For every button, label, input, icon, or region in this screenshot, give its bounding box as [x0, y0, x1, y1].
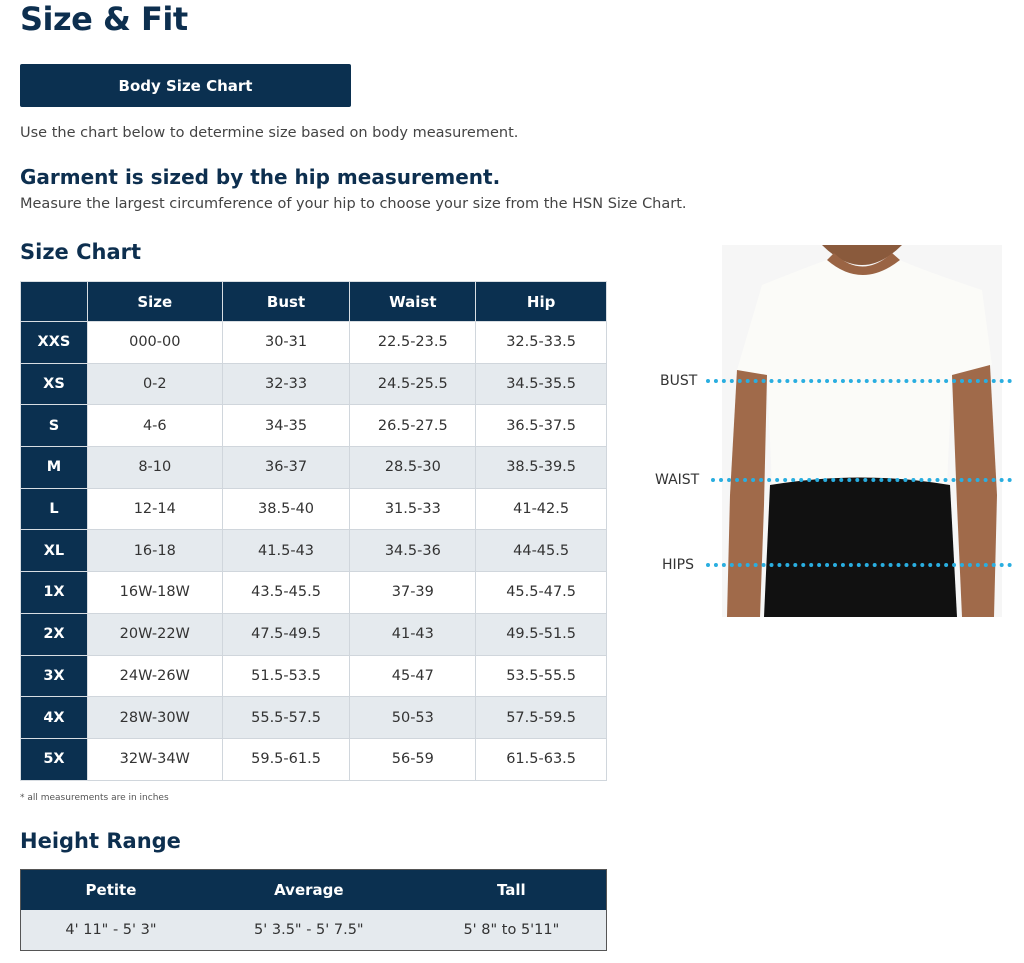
height-range-heading: Height Range	[20, 829, 181, 853]
size-label-cell: XS	[20, 362, 88, 406]
table-row: 2X 20W-22W 47.5-49.5 41-43 49.5-51.5	[20, 612, 607, 656]
height-range-table: Petite Average Tall 4' 11" - 5' 3" 5' 3.…	[20, 869, 607, 951]
bust-cell: 41.5-43	[221, 529, 351, 573]
waist-cell: 34.5-36	[349, 529, 477, 573]
table-row: M 8-10 36-37 28.5-30 38.5-39.5	[20, 446, 607, 489]
table-row: 3X 24W-26W 51.5-53.5 45-47 53.5-55.5	[20, 654, 607, 698]
table-row: XL 16-18 41.5-43 34.5-36 44-45.5	[20, 529, 607, 573]
hip-cell: 44-45.5	[475, 529, 607, 573]
column-header-blank	[20, 281, 88, 322]
bust-cell: 32-33	[221, 362, 351, 406]
size-cell: 24W-26W	[86, 654, 223, 698]
table-row: 1X 16W-18W 43.5-45.5 37-39 45.5-47.5	[20, 571, 607, 614]
bust-cell: 43.5-45.5	[221, 571, 351, 614]
size-cell: 12-14	[86, 487, 223, 531]
table-row: XS 0-2 32-33 24.5-25.5 34.5-35.5	[20, 362, 607, 406]
bust-cell: 51.5-53.5	[221, 654, 351, 698]
size-cell: 32W-34W	[86, 737, 223, 781]
hip-cell: 45.5-47.5	[475, 571, 607, 614]
waist-cell: 50-53	[349, 696, 477, 739]
column-header-waist: Waist	[349, 281, 477, 322]
size-cell: 16-18	[86, 529, 223, 573]
bust-cell: 47.5-49.5	[221, 612, 351, 656]
garment-text: Measure the largest circumference of you…	[20, 196, 687, 212]
waist-cell: 37-39	[349, 571, 477, 614]
header-petite: Petite	[20, 869, 201, 910]
waist-cell: 22.5-23.5	[349, 321, 477, 364]
size-cell: 4-6	[86, 404, 223, 448]
bust-cell: 36-37	[221, 446, 351, 489]
size-label-cell: 4X	[20, 696, 88, 739]
size-chart-heading: Size Chart	[20, 240, 142, 264]
table-row: 5X 32W-34W 59.5-61.5 56-59 61.5-63.5	[20, 737, 607, 781]
waist-label: WAIST	[655, 472, 700, 488]
hip-cell: 32.5-33.5	[475, 321, 607, 364]
size-label-cell: 3X	[20, 654, 88, 698]
bust-cell: 59.5-61.5	[221, 737, 351, 781]
model-figure-image	[722, 245, 1002, 617]
garment-heading: Garment is sized by the hip measurement.	[20, 165, 501, 189]
waist-cell: 28.5-30	[349, 446, 477, 489]
bust-cell: 30-31	[221, 321, 351, 364]
measurement-note: * all measurements are in inches	[20, 793, 169, 803]
bust-cell: 38.5-40	[221, 487, 351, 531]
column-header-size: Size	[86, 281, 223, 322]
waist-line	[711, 478, 1012, 482]
hip-cell: 57.5-59.5	[475, 696, 607, 739]
size-cell: 28W-30W	[86, 696, 223, 739]
hips-label: HIPS	[662, 557, 694, 573]
waist-cell: 24.5-25.5	[349, 362, 477, 406]
table-row: S 4-6 34-35 26.5-27.5 36.5-37.5	[20, 404, 607, 448]
body-size-chart-button[interactable]: Body Size Chart	[20, 64, 351, 107]
size-cell: 000-00	[86, 321, 223, 364]
bust-cell: 55.5-57.5	[221, 696, 351, 739]
bust-cell: 34-35	[221, 404, 351, 448]
intro-text: Use the chart below to determine size ba…	[20, 125, 519, 141]
hip-cell: 49.5-51.5	[475, 612, 607, 656]
size-label-cell: 1X	[20, 571, 88, 614]
size-label-cell: 5X	[20, 737, 88, 781]
bust-label: BUST	[660, 373, 698, 389]
tall-value: 5' 8" to 5'11"	[463, 921, 560, 938]
hip-cell: 41-42.5	[475, 487, 607, 531]
header-average: Average	[200, 869, 417, 910]
waist-cell: 56-59	[349, 737, 477, 781]
size-label-cell: L	[20, 487, 88, 531]
table-row: L 12-14 38.5-40 31.5-33 41-42.5	[20, 487, 607, 531]
size-cell: 0-2	[86, 362, 223, 406]
table-row: XXS 000-00 30-31 22.5-23.5 32.5-33.5	[20, 321, 607, 364]
size-chart-table: Size Bust Waist Hip XXS 000-00 30-31 22.5-23.5…	[20, 281, 607, 781]
petite-value: 4' 11" - 5' 3"	[65, 921, 157, 938]
hip-cell: 34.5-35.5	[475, 362, 607, 406]
page-title: Size & Fit	[20, 0, 188, 38]
hip-cell: 53.5-55.5	[475, 654, 607, 698]
column-header-hip: Hip	[475, 281, 607, 322]
hips-line	[706, 563, 1012, 567]
bust-line	[706, 379, 1012, 383]
hip-cell: 36.5-37.5	[475, 404, 607, 448]
header-tall: Tall	[416, 869, 607, 910]
hip-cell: 61.5-63.5	[475, 737, 607, 781]
size-cell: 16W-18W	[86, 571, 223, 614]
size-cell: 20W-22W	[86, 612, 223, 656]
waist-cell: 41-43	[349, 612, 477, 656]
column-header-bust: Bust	[221, 281, 351, 322]
size-cell: 8-10	[86, 446, 223, 489]
waist-cell: 45-47	[349, 654, 477, 698]
hip-cell: 38.5-39.5	[475, 446, 607, 489]
average-value: 5' 3.5" - 5' 7.5"	[254, 921, 364, 938]
table-row: 4X 28W-30W 55.5-57.5 50-53 57.5-59.5	[20, 696, 607, 739]
waist-cell: 26.5-27.5	[349, 404, 477, 448]
waist-cell: 31.5-33	[349, 487, 477, 531]
size-label-cell: XXS	[20, 321, 88, 364]
size-label-cell: 2X	[20, 612, 88, 656]
size-label-cell: M	[20, 446, 88, 489]
size-label-cell: S	[20, 404, 88, 448]
size-label-cell: XL	[20, 529, 88, 573]
